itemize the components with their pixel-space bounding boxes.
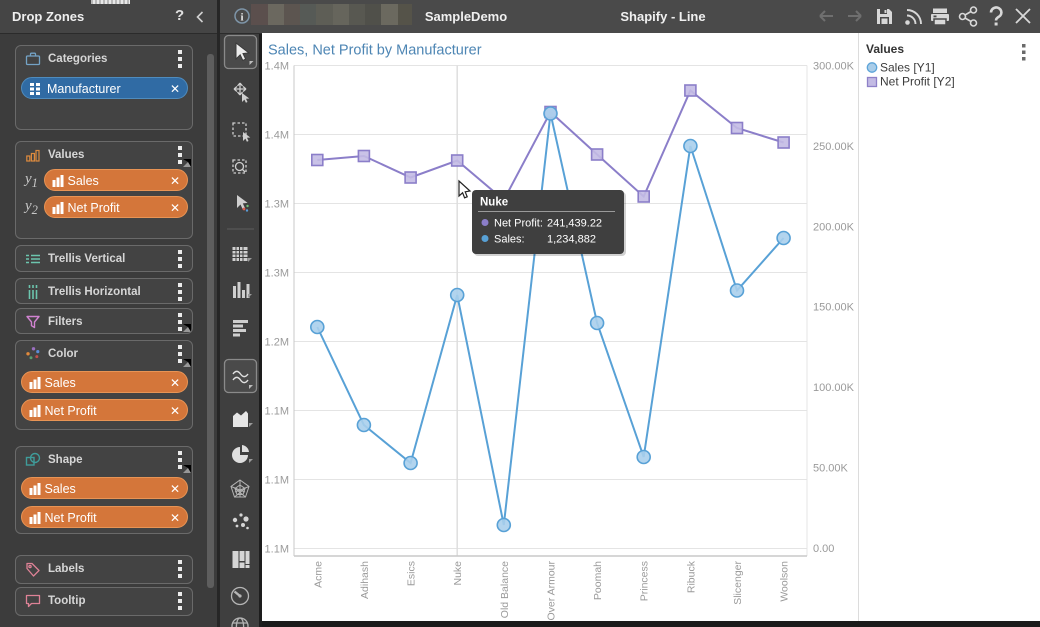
svg-text:Nuke: Nuke [452,561,464,586]
svg-text:Woolson: Woolson [779,561,791,602]
svg-text:Sales, Net Profit by Manufactu: Sales, Net Profit by Manufacturer [268,43,482,59]
svg-text:1.1M: 1.1M [265,406,289,418]
svg-text:i: i [240,12,243,24]
svg-text:50.00K: 50.00K [813,463,849,475]
svg-text:1.4M: 1.4M [265,130,289,142]
svg-text:Princess: Princess [639,561,651,601]
svg-text:Shapify - Line: Shapify - Line [620,9,705,24]
svg-text:1.3M: 1.3M [265,268,289,280]
svg-text:250.00K: 250.00K [813,141,855,153]
svg-text:Sales [Y1]: Sales [Y1] [880,61,935,75]
svg-text:1.3M: 1.3M [265,199,289,211]
svg-text:1,234,882: 1,234,882 [547,234,596,246]
svg-text:Net Profit:: Net Profit: [494,218,543,230]
svg-text:Ribuck: Ribuck [685,560,697,593]
svg-text:Slicenger: Slicenger [732,561,744,605]
svg-text:Over Armour: Over Armour [546,560,558,620]
svg-text:Sales:: Sales: [494,234,525,246]
svg-text:1.1M: 1.1M [265,475,289,487]
svg-text:100.00K: 100.00K [813,382,855,394]
svg-text:150.00K: 150.00K [813,302,855,314]
svg-text:Acme: Acme [312,561,324,588]
svg-text:Old Balance: Old Balance [499,561,511,618]
svg-text:200.00K: 200.00K [813,221,855,233]
svg-text:1.4M: 1.4M [265,61,289,73]
svg-text:1.2M: 1.2M [265,337,289,349]
svg-text:0.00: 0.00 [813,543,834,555]
svg-text:Adihash: Adihash [359,561,371,599]
svg-text:300.00K: 300.00K [813,61,855,73]
svg-text:Nuke: Nuke [480,197,508,209]
svg-text:Esics: Esics [406,561,418,586]
svg-text:1.1M: 1.1M [265,544,289,556]
svg-text:SampleDemo: SampleDemo [425,9,507,24]
svg-text:Net Profit [Y2]: Net Profit [Y2] [880,75,955,89]
svg-text:241,439.22: 241,439.22 [547,218,602,230]
svg-text:Poomah: Poomah [592,561,604,600]
svg-text:Values: Values [866,42,904,56]
